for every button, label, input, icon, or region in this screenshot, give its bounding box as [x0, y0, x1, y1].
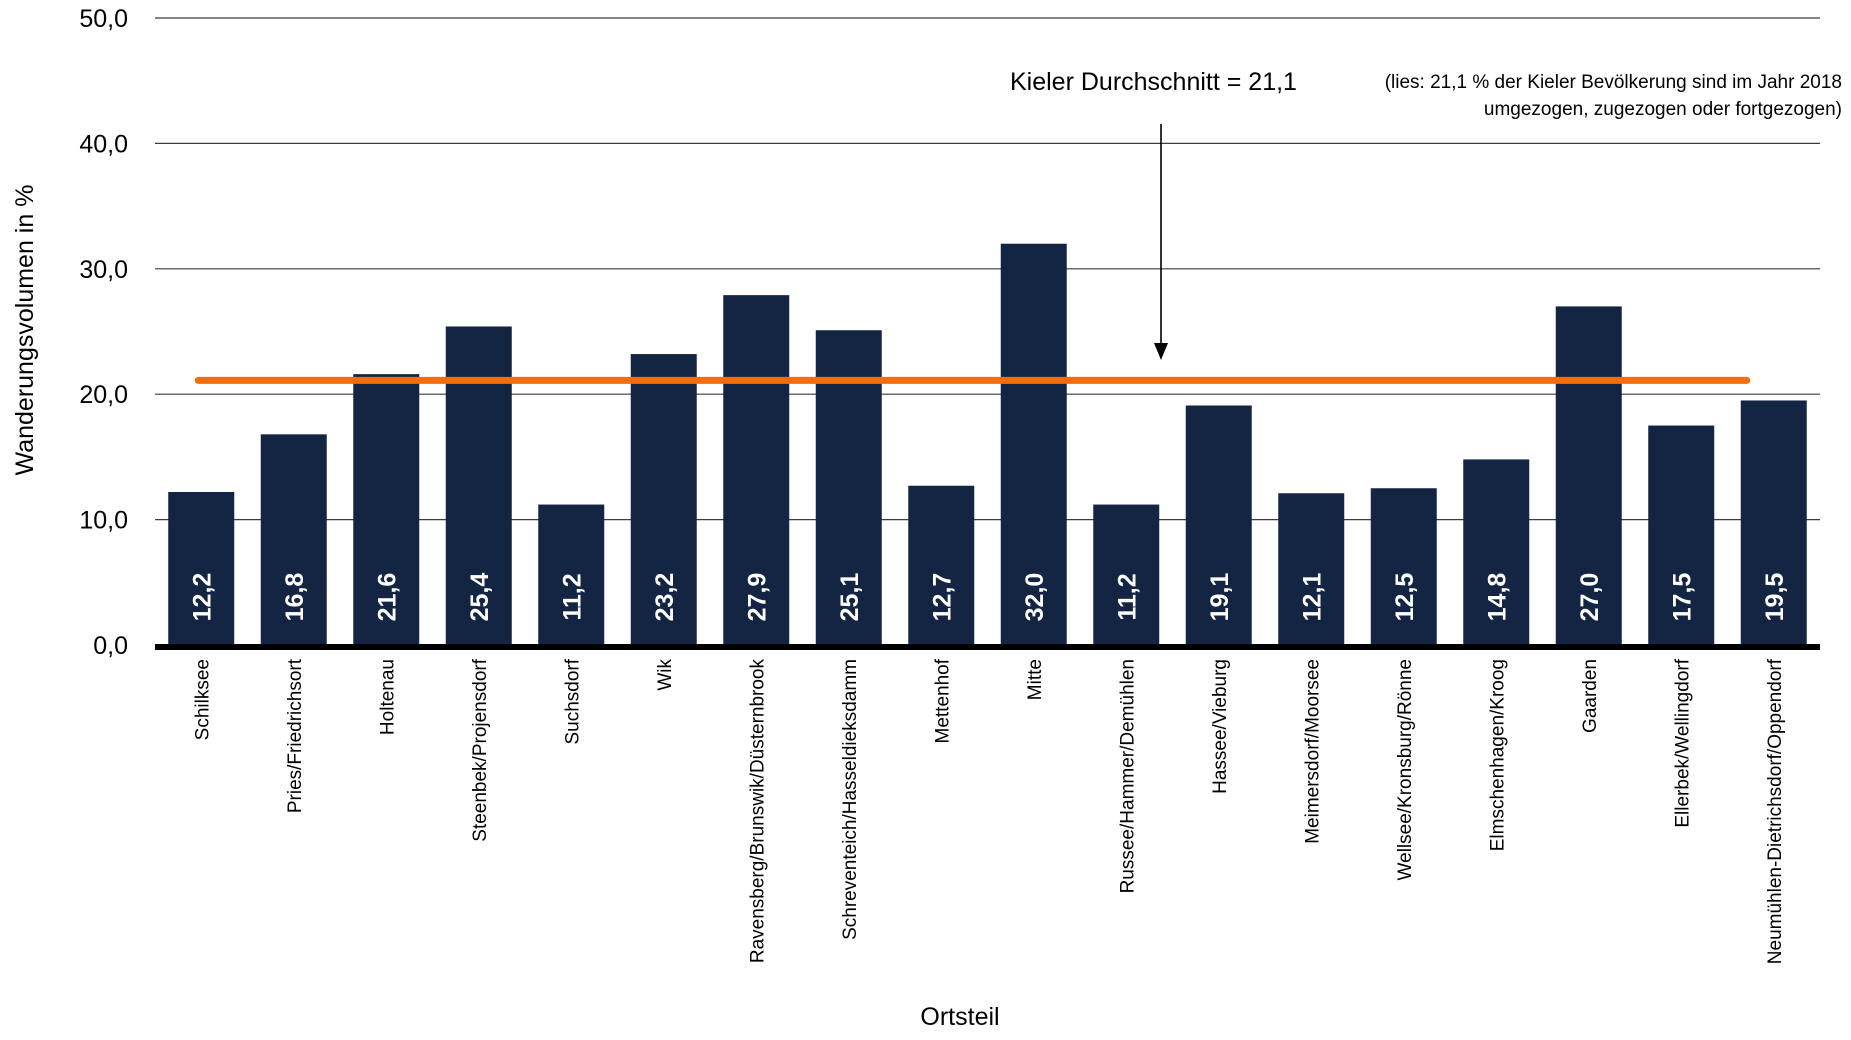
- y-axis-ticks: 0,0 10,0 20,0 30,0 40,0 50,0: [79, 5, 128, 660]
- bar-value-label: 17,5: [1668, 573, 1696, 622]
- annotation-main-text: Kieler Durchschnitt = 21,1: [1010, 68, 1297, 96]
- x-tick-label: Elmschenhagen/Kroog: [1487, 659, 1508, 851]
- bar-value-label: 12,5: [1391, 573, 1419, 622]
- bar: [260, 434, 327, 645]
- x-tick-label: Russee/Hammer/Demühlen: [1117, 659, 1138, 893]
- bar-value-label: 19,1: [1206, 573, 1234, 622]
- bar-value-label: 14,8: [1483, 573, 1511, 622]
- bar-value-label: 12,1: [1298, 573, 1326, 622]
- bar: [1740, 400, 1807, 645]
- x-tick-label: Wellsee/Kronsburg/Rönne: [1395, 659, 1416, 880]
- annotation-detail-line-2: umgezogen, zugezogen oder fortgezogen): [1484, 99, 1842, 120]
- bar: [168, 492, 235, 645]
- x-tick-label: Neumühlen-Dietrichsdorf/Oppendorf: [1765, 658, 1786, 964]
- x-tick-label: Mettenhof: [932, 658, 953, 743]
- bars: [168, 243, 1807, 645]
- annotation-arrow-head: [1154, 343, 1168, 360]
- bar-value-label: 11,2: [558, 573, 586, 620]
- y-tick-label: 30,0: [79, 256, 128, 284]
- bar-value-label: 23,2: [651, 573, 679, 622]
- x-tick-label: Gaarden: [1580, 659, 1601, 733]
- y-tick-label: 50,0: [79, 5, 128, 33]
- bar-value-label: 25,1: [836, 573, 864, 622]
- x-tick-label: Steenbek/Projensdorf: [470, 658, 491, 841]
- bar: [723, 295, 790, 645]
- x-tick-label: Ellerbek/Wellingdorf: [1672, 658, 1693, 827]
- annotation-detail-line-1: (lies: 21,1 % der Kieler Bevölkerung sin…: [1385, 72, 1842, 93]
- bar-value-label: 11,2: [1113, 573, 1141, 620]
- bar-value-label: 27,9: [743, 573, 771, 622]
- bar: [1185, 405, 1252, 645]
- bar: [908, 485, 975, 645]
- x-tick-label: Holtenau: [377, 659, 398, 735]
- bar: [1370, 488, 1437, 645]
- bar-value-label: 19,5: [1761, 573, 1789, 622]
- x-axis-ticks: Schilksee Pries/Friedrichsort Holtenau Stee…: [192, 658, 1786, 964]
- bar-value-label: 21,6: [373, 573, 401, 622]
- x-tick-label: Pries/Friedrichsort: [285, 658, 306, 813]
- x-tick-label: Schilksee: [192, 659, 213, 740]
- x-tick-label: Meimersdorf/Moorsee: [1302, 659, 1323, 844]
- x-axis-title: Ortsteil: [920, 1003, 999, 1031]
- y-tick-label: 10,0: [79, 507, 128, 535]
- bar-value-label: 25,4: [466, 573, 494, 622]
- bar-value-label: 32,0: [1021, 573, 1049, 622]
- x-tick-label: Schreventeich/Hasseldieksdamm: [840, 659, 861, 940]
- x-tick-label: Wik: [655, 659, 676, 691]
- gridlines: [155, 17, 1820, 521]
- y-tick-label: 40,0: [79, 130, 128, 158]
- bar: [1093, 504, 1160, 645]
- x-tick-label: Mitte: [1025, 659, 1046, 700]
- x-tick-label: Hassee/Vieburg: [1210, 659, 1231, 794]
- bar-value-label: 16,8: [281, 573, 309, 622]
- bar-value-labels: 12,2 16,8 21,6 25,4 11,2 23,2 27,9 25,1 12,7 32,0…: [188, 573, 1789, 622]
- y-axis-title: Wanderungsvolumen in %: [11, 185, 39, 476]
- bar: [1648, 425, 1715, 645]
- bar: [1555, 306, 1622, 645]
- bar-value-label: 12,7: [928, 573, 956, 622]
- y-tick-label: 20,0: [79, 381, 128, 409]
- bar: [353, 374, 420, 645]
- average-annotation: Kieler Durchschnitt = 21,1 (lies: 21,1 %…: [1010, 68, 1842, 360]
- bar: [1463, 459, 1530, 645]
- y-tick-label: 0,0: [93, 632, 128, 660]
- bar: [538, 504, 605, 645]
- bar-value-label: 12,2: [188, 573, 216, 622]
- bar-value-label: 27,0: [1576, 573, 1604, 622]
- bar: [630, 354, 697, 645]
- x-tick-label: Suchsdorf: [562, 658, 583, 744]
- bar: [1278, 493, 1345, 645]
- bar: [1000, 243, 1067, 645]
- x-tick-label: Ravensberg/Brunswik/Düsternbrook: [747, 659, 768, 964]
